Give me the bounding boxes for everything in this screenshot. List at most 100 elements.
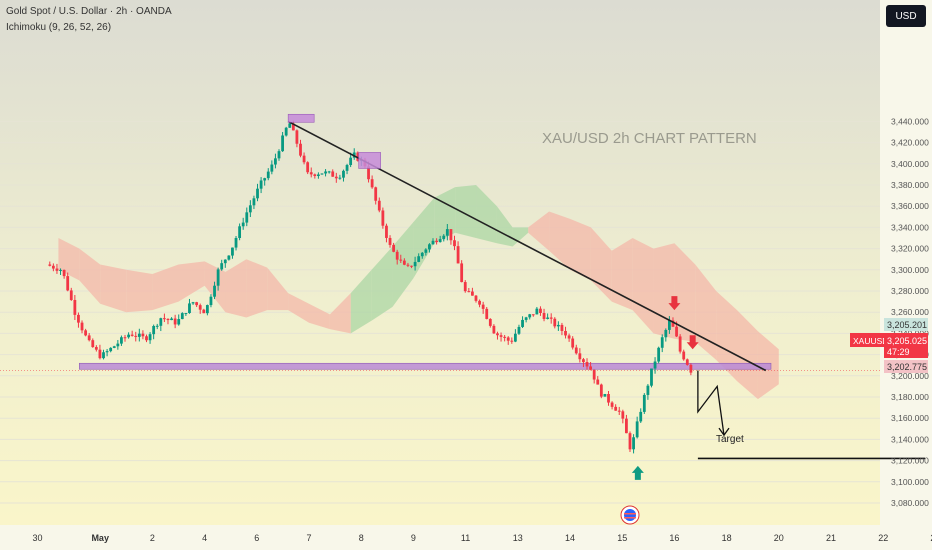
candle-body	[406, 264, 410, 266]
cloud-segment	[178, 261, 205, 302]
candle-body	[546, 317, 550, 319]
cloud-segment	[225, 259, 247, 318]
candle-body	[284, 127, 288, 136]
candle-body	[556, 324, 560, 327]
candle-body	[51, 265, 55, 269]
candle-body	[148, 334, 152, 341]
candle-body	[155, 325, 159, 327]
candle-body	[241, 222, 245, 227]
x-tick-label: 8	[359, 533, 364, 543]
candle-body	[299, 143, 302, 156]
candle-body	[127, 334, 130, 338]
candle-body	[682, 351, 686, 360]
candle-body	[481, 304, 485, 309]
candle-body	[62, 269, 66, 277]
news-flag-icon[interactable]	[620, 505, 640, 525]
candle-body	[596, 379, 600, 385]
time-axis: 30 May 2 4 6 7 8 9 11 13 14 15 16 18 20 21 22 23	[33, 533, 932, 543]
candle-body	[549, 317, 553, 319]
candle-body	[327, 171, 331, 173]
projection-arrowhead-icon	[718, 427, 730, 437]
candle-body	[675, 326, 678, 337]
candle-body	[145, 336, 148, 341]
candle-body	[424, 249, 428, 253]
symbol-badge	[850, 333, 884, 347]
y-tick-label: 3,340.000	[891, 222, 929, 232]
candle-body	[567, 335, 571, 339]
candle-body	[685, 359, 689, 365]
x-tick-label: 23	[930, 533, 932, 543]
candle-body	[503, 336, 507, 338]
y-tick-label: 3,440.000	[891, 116, 929, 126]
candle-body	[109, 347, 113, 352]
candle-body	[496, 333, 499, 336]
support-zone-rect	[79, 362, 772, 370]
cloud-segment	[549, 211, 570, 270]
candle-body	[453, 240, 456, 247]
current-price-text: 3,205.025	[887, 336, 927, 346]
candle-body	[123, 337, 127, 339]
highlight-box[interactable]	[358, 152, 381, 169]
candle-body	[689, 364, 693, 373]
candle-body	[195, 302, 199, 306]
candle-body	[385, 225, 388, 238]
candle-body	[621, 411, 625, 419]
x-tick-label: 2	[150, 533, 155, 543]
candle-body	[274, 158, 277, 165]
time-axis-panel[interactable]	[0, 525, 880, 550]
x-tick-label: 6	[254, 533, 259, 543]
cloud-segment	[329, 293, 351, 334]
candle-body	[198, 305, 202, 310]
candle-body	[438, 239, 442, 243]
x-tick-label: 16	[669, 533, 679, 543]
candle-body	[560, 324, 564, 331]
price-axis-panel[interactable]	[880, 0, 932, 550]
x-tick-label: 30	[33, 533, 43, 543]
candle-body	[324, 171, 327, 174]
x-tick-label: 14	[565, 533, 575, 543]
cloud-segment	[100, 264, 127, 313]
candle-body	[539, 308, 542, 313]
y-tick-label: 3,080.000	[891, 498, 929, 508]
candle-body	[313, 174, 317, 177]
candle-body	[302, 155, 306, 163]
x-tick-label: 21	[826, 533, 836, 543]
candle-body	[445, 229, 449, 236]
candle-body	[320, 173, 324, 175]
y-tick-label: 3,320.000	[891, 244, 929, 254]
currency-button[interactable]: USD	[886, 5, 926, 27]
candle-body	[191, 302, 195, 304]
indicator-label[interactable]: Ichimoku (9, 26, 52, 26)	[6, 22, 112, 33]
y-tick-label: 3,180.000	[891, 392, 929, 402]
candle-body	[48, 264, 52, 266]
cloud-segment	[590, 227, 612, 302]
candle-body	[456, 246, 460, 264]
candle-body	[234, 237, 238, 248]
candle-body	[592, 369, 596, 380]
candle-body	[420, 252, 424, 257]
candle-body	[642, 394, 646, 412]
candle-body	[492, 325, 496, 334]
candle-body	[69, 290, 73, 300]
candle-body	[342, 170, 345, 178]
symbol-title[interactable]: Gold Spot / U.S. Dollar · 2h · OANDA	[6, 6, 172, 17]
cloud-segment	[350, 269, 372, 334]
candle-body	[295, 130, 299, 144]
candle-body	[499, 335, 503, 337]
candle-body	[625, 418, 628, 434]
cloud-segment	[512, 227, 529, 247]
candle-body	[467, 291, 471, 293]
candle-body	[431, 240, 435, 245]
x-tick-label: 13	[513, 533, 523, 543]
candle-body	[428, 244, 431, 250]
cloud-segment	[79, 248, 101, 304]
candle-body	[664, 329, 668, 338]
candle-body	[589, 366, 592, 370]
x-tick-label: 9	[411, 533, 416, 543]
candle-body	[252, 198, 256, 206]
projection-path[interactable]	[697, 370, 725, 436]
candle-body	[91, 340, 95, 348]
candle-body	[134, 335, 138, 337]
highlight-box[interactable]	[287, 113, 315, 123]
